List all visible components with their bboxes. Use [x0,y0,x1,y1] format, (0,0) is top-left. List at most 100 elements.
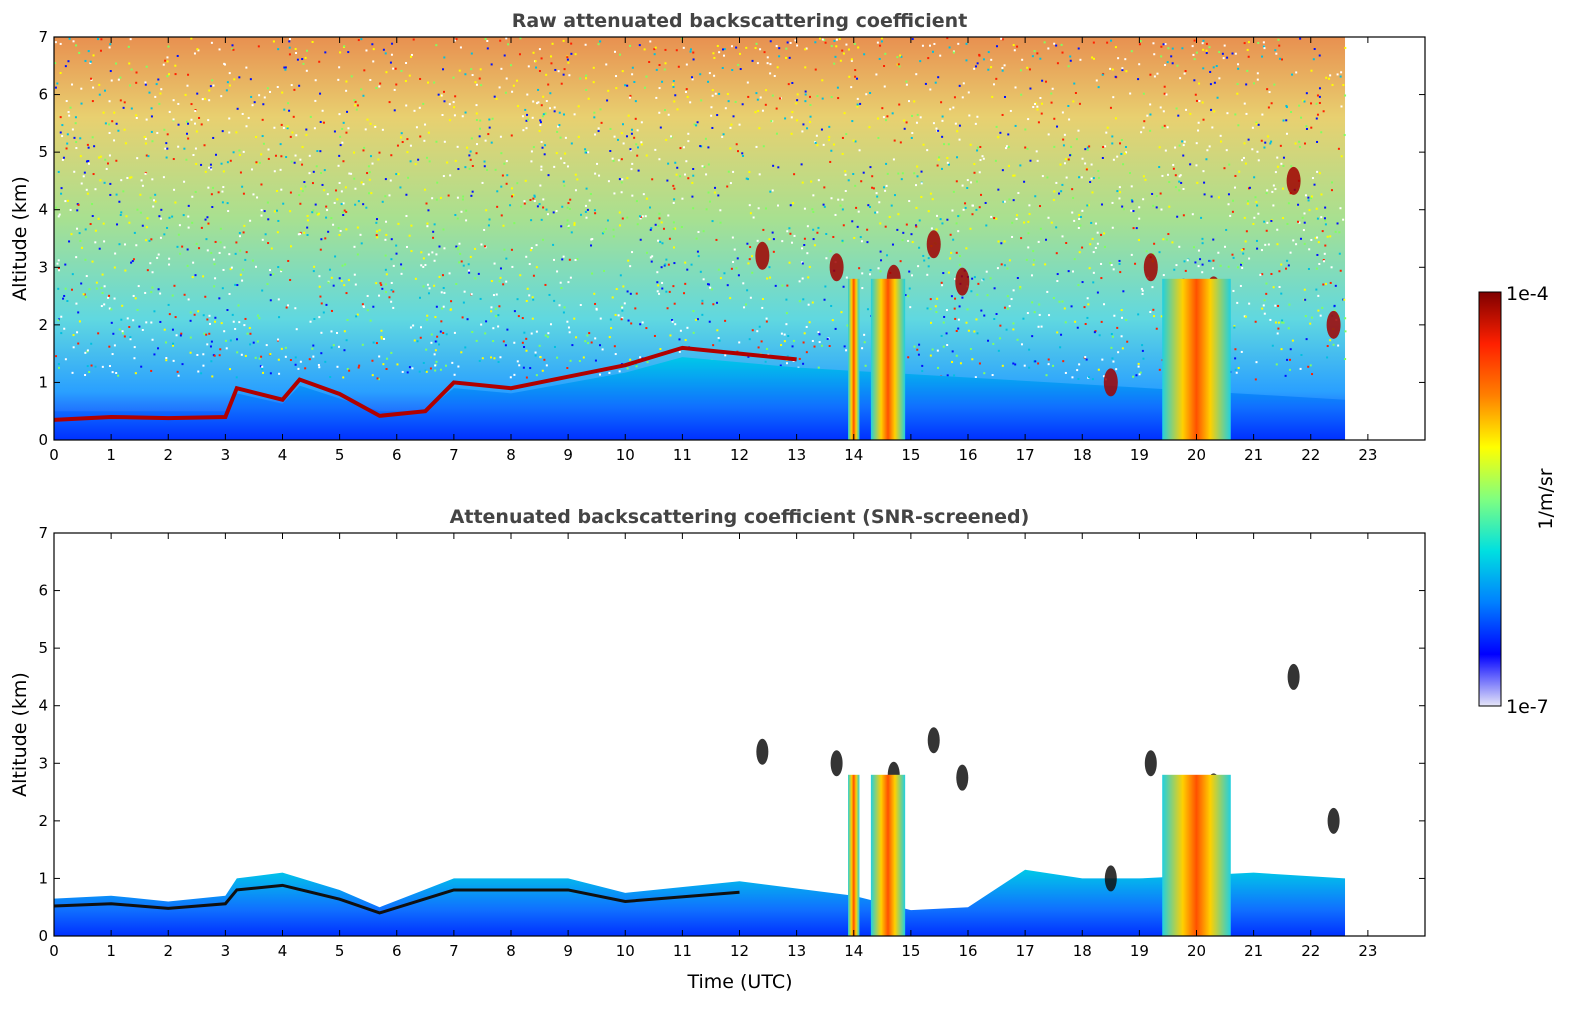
speckle-point [1279,57,1282,60]
speckle-point [106,162,109,165]
speckle-point [918,219,921,222]
speckle-point [245,125,248,128]
speckle-point [71,83,74,86]
speckle-point [664,109,667,112]
speckle-point [289,191,292,194]
x-tick-label: 7 [449,446,459,464]
speckle-point [1134,262,1137,265]
speckle-point [400,272,403,275]
speckle-point [362,203,365,206]
speckle-point [171,294,174,297]
speckle-point [479,119,482,122]
speckle-point [1064,371,1067,374]
speckle-point [336,365,339,368]
speckle-point [1160,55,1163,58]
speckle-point [323,169,326,172]
speckle-point [629,292,632,295]
speckle-point [847,48,850,51]
speckle-point [360,88,363,91]
speckle-point [89,62,92,65]
speckle-point [113,139,116,142]
speckle-point [985,224,988,227]
speckle-point [1112,96,1115,99]
speckle-point [1062,360,1065,363]
speckle-point [87,159,90,162]
speckle-point [971,358,974,361]
speckle-point [1079,58,1082,61]
speckle-point [497,314,500,317]
speckle-point [1310,316,1313,319]
speckle-point [617,314,620,317]
speckle-point [390,300,393,303]
speckle-point [1112,268,1115,271]
speckle-point [1259,273,1262,276]
speckle-point [163,328,166,331]
speckle-point [1114,75,1117,78]
speckle-point [614,313,617,316]
speckle-point [439,196,442,199]
speckle-point [672,85,675,88]
speckle-point [278,372,281,375]
speckle-point [976,149,979,152]
speckle-point [916,348,919,351]
speckle-point [1117,351,1120,354]
speckle-point [1243,216,1246,219]
speckle-point [426,225,429,228]
speckle-point [687,132,690,135]
speckle-point [1262,304,1265,307]
speckle-point [205,333,208,336]
speckle-point [812,194,815,197]
speckle-point [603,269,606,272]
speckle-point [238,321,241,324]
speckle-point [60,315,63,318]
speckle-point [456,196,459,199]
speckle-point [502,340,505,343]
speckle-point [427,292,430,295]
x-tick-label: 12 [730,446,749,464]
speckle-point [461,115,464,118]
speckle-point [325,216,328,219]
speckle-point [360,242,363,245]
speckle-point [623,302,626,305]
speckle-point [1263,47,1266,50]
speckle-point [90,342,93,345]
speckle-point [1044,263,1047,266]
speckle-point [173,284,176,287]
speckle-point [769,72,772,75]
speckle-point [1028,68,1031,71]
speckle-point [929,354,932,357]
speckle-point [732,260,735,263]
speckle-point [1140,131,1143,134]
speckle-point [504,344,507,347]
speckle-point [319,92,322,95]
speckle-point [719,277,722,280]
speckle-point [475,104,478,107]
speckle-point [562,73,565,76]
speckle-point [585,216,588,219]
speckle-point [997,349,1000,352]
speckle-point [135,244,138,247]
speckle-point [118,243,121,246]
speckle-point [1105,131,1108,134]
speckle-point [584,210,587,213]
speckle-point [1239,284,1242,287]
speckle-point [311,182,314,185]
speckle-point [152,205,155,208]
speckle-point [1256,72,1259,75]
speckle-point [696,318,699,321]
speckle-point [189,311,192,314]
speckle-point [1100,233,1103,236]
speckle-point [1025,258,1028,261]
speckle-point [493,262,496,265]
speckle-point [922,143,925,146]
speckle-point [435,140,438,143]
speckle-point [758,173,761,176]
speckle-point [314,79,317,82]
speckle-point [518,364,521,367]
speckle-point [538,203,541,206]
speckle-point [585,74,588,77]
speckle-point [1195,51,1198,54]
speckle-point [713,191,716,194]
speckle-point [821,97,824,100]
